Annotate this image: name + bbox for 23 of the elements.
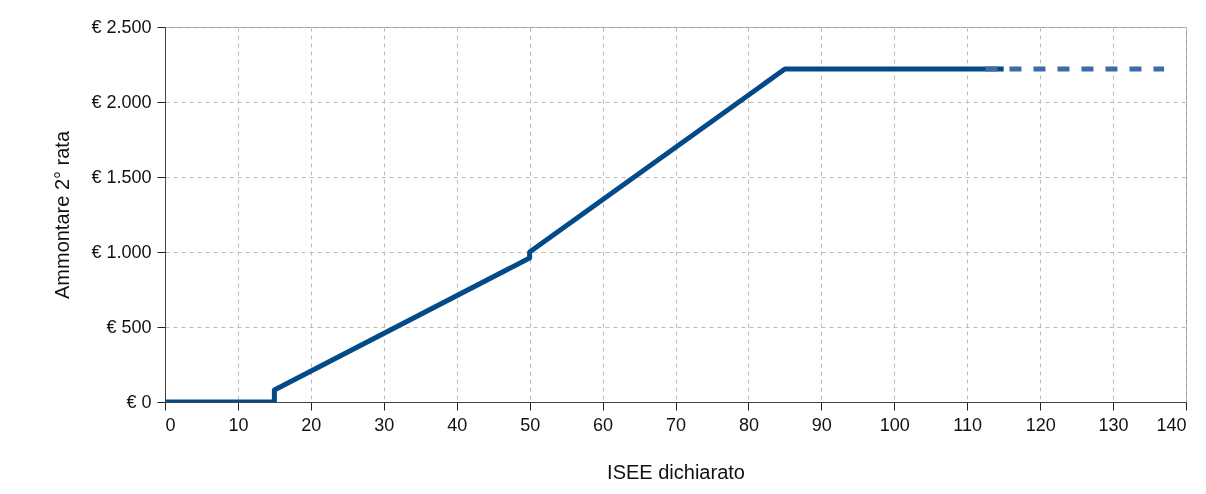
x-tick-label: 0 — [165, 414, 176, 435]
x-tick-label: 140 — [1156, 414, 1187, 435]
y-tick-label: € 0 — [126, 391, 152, 412]
x-tick-label: 90 — [811, 414, 832, 435]
y-tick-label: € 500 — [106, 316, 152, 337]
y-axis-title: Ammontare 2° rata — [51, 130, 74, 300]
x-tick-label: 80 — [738, 414, 759, 435]
x-tick-label: 10 — [228, 414, 249, 435]
x-tick-label: 60 — [593, 414, 614, 435]
x-tick-label: 40 — [447, 414, 468, 435]
x-tick-label: 110 — [953, 414, 983, 435]
x-tick-label: 100 — [879, 414, 910, 435]
x-tick-label: 20 — [301, 414, 322, 435]
x-tick-label: 70 — [665, 414, 687, 435]
x-axis-title: ISEE dichiarato — [607, 460, 745, 483]
x-tick-label: 50 — [520, 414, 541, 435]
y-tick-label: € 1.000 — [91, 241, 152, 262]
x-tick-label: 120 — [1025, 414, 1056, 435]
x-tick-label: 130 — [1098, 414, 1129, 435]
y-tick-label: € 1.500 — [91, 166, 152, 187]
y-tick-label: € 2.500 — [91, 16, 152, 37]
y-tick-label: € 2.000 — [91, 91, 152, 112]
x-tick-label: 30 — [374, 414, 395, 435]
